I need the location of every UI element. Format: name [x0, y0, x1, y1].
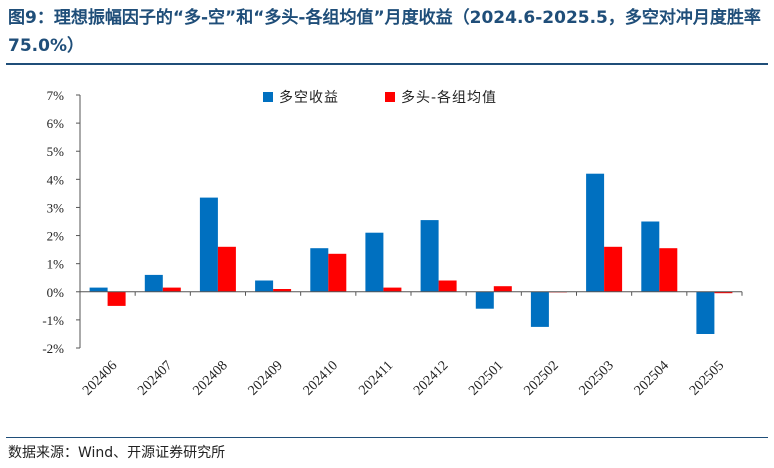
- x-tick-label: 202408: [190, 358, 230, 398]
- bar-series1-202411: [365, 232, 384, 292]
- bar-series1-202406: [89, 287, 108, 292]
- bar-series1-202407: [144, 274, 163, 292]
- x-tick-label: 202501: [466, 358, 506, 398]
- y-tick-label: 6%: [47, 116, 65, 131]
- figure-title: 图9：理想振幅因子的“多-空”和“多头-各组均值”月度收益（2024.6-202…: [8, 8, 761, 56]
- bar-series1-202504: [641, 221, 660, 292]
- y-tick-label: 3%: [47, 200, 65, 215]
- bar-series1-202502: [530, 291, 549, 327]
- y-tick-label: 1%: [47, 257, 65, 272]
- bar-series2-202411: [383, 287, 402, 292]
- bar-series2-202503: [604, 246, 623, 292]
- x-tick-label: 202504: [632, 358, 672, 398]
- title-divider: [6, 63, 768, 65]
- bar-series2-202412: [438, 280, 457, 292]
- bar-series1-202501: [475, 291, 494, 309]
- bar-series1-202503: [586, 173, 605, 292]
- y-tick-label: -2%: [42, 341, 64, 356]
- bar-series2-202409: [273, 289, 292, 292]
- bar-series2-202505: [714, 291, 733, 294]
- source-divider: [6, 437, 768, 438]
- y-tick-label: 5%: [47, 144, 65, 159]
- x-tick-label: 202503: [577, 358, 617, 398]
- bar-series1-202412: [420, 220, 439, 292]
- bar-series1-202409: [255, 280, 274, 292]
- y-tick-label: -1%: [42, 313, 64, 328]
- x-tick-label: 202505: [687, 358, 727, 398]
- x-tick-label: 202502: [521, 358, 561, 398]
- bar-series2-202406: [107, 291, 126, 306]
- y-tick-label: 4%: [47, 172, 65, 187]
- x-tick-label: 202409: [246, 358, 286, 398]
- bar-series2-202501: [493, 286, 512, 292]
- y-tick-label: 2%: [47, 229, 65, 244]
- x-tick-label: 202411: [356, 358, 396, 398]
- bar-series2-202410: [328, 253, 347, 292]
- x-tick-label: 202412: [411, 358, 451, 398]
- source-note: 数据来源：Wind、开源证券研究所: [8, 445, 226, 461]
- legend-label-series2: 多头-各组均值: [401, 89, 497, 106]
- bar-series2-202504: [659, 248, 678, 292]
- legend-label-series1: 多空收益: [279, 89, 339, 106]
- legend-swatch-series1: [263, 92, 273, 102]
- y-axis: -2% -1% 0% 1% 2% 3% 4% 5% 6% 7%: [42, 88, 81, 356]
- y-tick-label: 7%: [47, 88, 65, 103]
- legend-swatch-series2: [385, 92, 395, 102]
- x-axis: 202406 202407 202408 202409 202410 202411 2024…: [79, 291, 743, 399]
- bar-series2-202408: [217, 246, 236, 292]
- bar-series1-202408: [199, 197, 218, 292]
- bar-series1-202410: [310, 248, 329, 292]
- bars: [89, 173, 733, 334]
- bar-chart: 多空收益 多头-各组均值 -2% -1% 0% 1% 2% 3% 4% 5% 6% 7% 2024…: [42, 88, 743, 399]
- y-tick-label: 0%: [47, 285, 65, 300]
- bar-series1-202505: [696, 291, 715, 334]
- x-tick-label: 202410: [301, 358, 341, 398]
- chart-legend: 多空收益 多头-各组均值: [263, 89, 497, 106]
- x-tick-label: 202407: [135, 358, 175, 398]
- bar-series2-202407: [162, 287, 181, 292]
- x-tick-label: 202406: [80, 358, 120, 398]
